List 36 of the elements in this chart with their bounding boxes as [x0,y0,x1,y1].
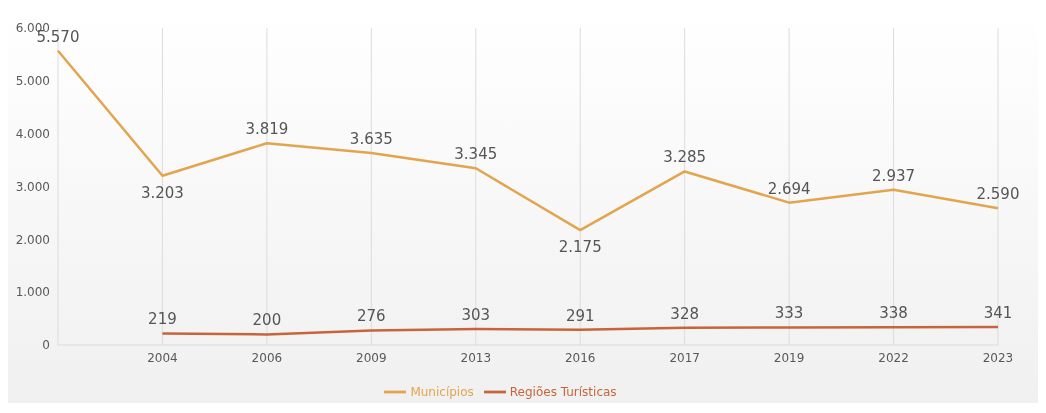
data-label: 338 [879,304,908,323]
y-tick-label: 5.000 [15,74,50,89]
data-label: 3.345 [454,145,498,164]
data-label: 303 [461,305,491,324]
x-tick-label: 2013 [460,350,492,365]
y-tick-label: 0 [42,338,50,353]
x-tick-label: 2019 [773,350,805,365]
y-tick-label: 1.000 [15,285,50,300]
x-tick-label: 2017 [669,350,700,365]
data-label: 3.203 [140,183,184,202]
data-label: 291 [565,306,595,325]
data-label: 2.590 [976,185,1020,204]
y-tick-label: 4.000 [15,126,50,141]
y-tick-label: 2.000 [15,232,50,247]
data-label: 219 [148,310,177,329]
data-label: 333 [774,304,804,323]
data-label: 2.937 [872,166,916,185]
x-tick-label: 2006 [251,350,283,365]
data-label: 328 [670,304,699,323]
data-label: 2.175 [558,238,602,257]
x-tick-label: 2016 [564,350,596,365]
data-label: 341 [983,303,1013,322]
x-tick-label: 2022 [878,350,909,365]
legend-label: Regiões Turísticas [509,384,617,399]
data-label: 3.819 [245,120,289,139]
legend-label: Municípios [410,384,474,399]
y-tick-label: 3.000 [15,179,50,194]
data-label: 3.635 [349,129,393,148]
line-series [161,325,1000,336]
data-label: 200 [252,311,282,330]
x-tick-label: 2004 [147,350,178,365]
data-label: 3.285 [663,148,707,167]
data-label: 2.694 [767,179,811,198]
x-tick-label: 2023 [982,350,1014,365]
x-tick-label: 2009 [356,350,387,365]
data-label: 276 [357,307,386,326]
